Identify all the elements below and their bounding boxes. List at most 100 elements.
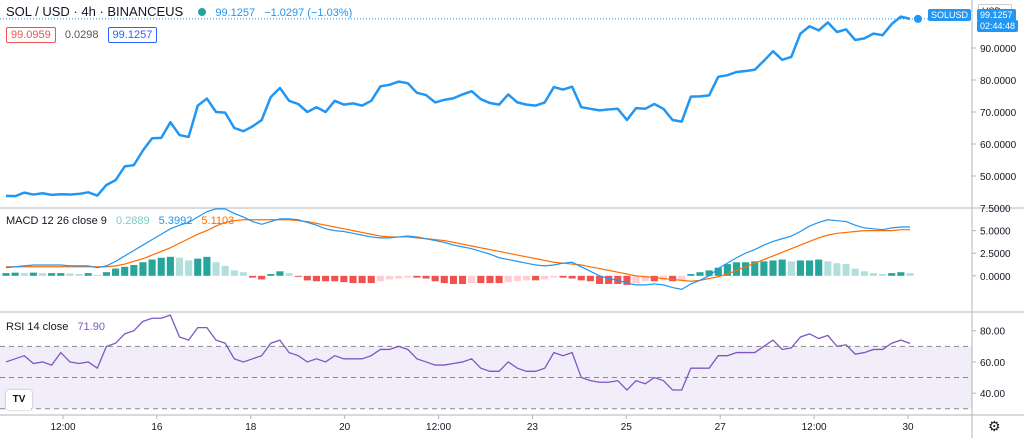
macd-histogram-bar (678, 275, 686, 281)
macd-histogram-bar (385, 275, 394, 280)
macd-histogram-bar (431, 275, 439, 282)
macd-histogram-bar (185, 260, 193, 276)
macd-histogram-bar (641, 275, 649, 282)
macd-histogram-bar (422, 275, 430, 279)
macd-histogram-bar (787, 261, 795, 276)
macd-histogram-bar (376, 275, 384, 282)
macd-histogram-bar (130, 264, 138, 276)
macd-histogram-bar (605, 275, 613, 284)
macd-histogram-bar (623, 275, 631, 285)
macd-value: 5.3992 (158, 215, 193, 227)
symbol-legend: SOL / USD · 4h · BINANCEUS 99.1257 −1.02… (6, 4, 358, 19)
price-change: −1.0297 (−1.03%) (264, 7, 353, 19)
macd-histogram-bar (486, 275, 494, 284)
macd-histogram-bar (294, 275, 302, 277)
rsi-axis-tick-label: 60.00 (980, 358, 1005, 369)
macd-histogram-bar (595, 275, 604, 284)
macd-histogram-bar (714, 267, 722, 276)
macd-histogram-bar (139, 262, 147, 276)
macd-histogram-bar (906, 273, 914, 276)
macd-histogram-bar (459, 275, 467, 284)
last-price-marker (914, 14, 922, 23)
macd-histogram-bar (522, 275, 531, 281)
bar-countdown: 02:44:48 (977, 20, 1019, 32)
macd-histogram-bar (203, 256, 211, 276)
macd-histogram-bar (267, 274, 275, 276)
macd-histogram-bar (723, 264, 731, 276)
macd-histogram-bar (11, 272, 19, 276)
macd-histogram-bar (440, 275, 448, 284)
macd-title: MACD 12 26 close 9 (6, 215, 107, 227)
macd-histogram-bar (778, 259, 786, 276)
macd-histogram-bar (349, 275, 357, 284)
macd-histogram-bar (495, 275, 503, 284)
macd-histogram-bar (93, 274, 101, 276)
macd-histogram-bar (468, 275, 476, 284)
macd-histogram-bar (751, 261, 759, 276)
time-axis-tick-label: 12:00 (802, 422, 827, 433)
macd-histogram-bar (20, 273, 28, 276)
macd-histogram-bar (404, 275, 412, 278)
macd-hist-value: 0.2889 (115, 215, 150, 227)
symbol-title: SOL / USD · 4h · BINANCEUS (6, 4, 184, 19)
symbol-price-tag: SOLUSD (928, 9, 972, 21)
time-axis-tick-label: 23 (527, 422, 539, 433)
macd-histogram-bar (276, 271, 284, 276)
macd-histogram-bar (258, 275, 266, 280)
rsi-line (5, 314, 911, 391)
macd-axis-tick-label: 7.5000 (980, 204, 1011, 215)
signal-value: 5.1103 (201, 215, 235, 227)
macd-histogram-bar (230, 270, 238, 276)
macd-histogram-bar (669, 275, 677, 282)
macd-axis-tick-label: 5.0000 (980, 227, 1011, 238)
rsi-axis-tick-label: 80.00 (980, 327, 1005, 338)
settings-gear-icon[interactable]: ⚙ (988, 418, 1001, 434)
last-price: 99.1257 (215, 7, 256, 19)
macd-histogram-bar (815, 259, 823, 276)
macd-axis-tick-label: 0.0000 (980, 272, 1011, 283)
macd-histogram-bar (687, 274, 695, 276)
macd-histogram-bar (395, 275, 403, 279)
macd-histogram-bar (805, 260, 814, 276)
macd-histogram-bar (212, 262, 220, 276)
macd-histogram-bar (532, 275, 540, 281)
macd-histogram-bar (413, 275, 421, 278)
rsi-legend: RSI 14 close 71.90 (6, 321, 111, 333)
macd-histogram-bar (194, 258, 202, 276)
last-price-tag: 99.1257 (977, 9, 1016, 21)
price-axis-tick-label: 50.0000 (980, 172, 1017, 183)
macd-histogram-bar (121, 266, 129, 276)
time-axis-tick-label: 12:00 (50, 422, 75, 433)
price-axis-tick-label: 90.0000 (980, 44, 1017, 55)
macd-histogram-bar (577, 275, 585, 281)
macd-histogram-bar (897, 272, 905, 276)
macd-histogram-bar (705, 270, 713, 276)
macd-histogram-bar (367, 275, 375, 284)
macd-line (5, 208, 910, 291)
macd-histogram-bar (248, 275, 257, 278)
macd-histogram-bar (477, 275, 485, 284)
macd-histogram-bar (559, 275, 567, 278)
macd-histogram-bar (568, 275, 576, 279)
macd-histogram-bar (869, 273, 878, 276)
macd-histogram-bar (148, 259, 156, 276)
ask-button[interactable]: 99.1257 (107, 27, 158, 43)
macd-histogram-bar (796, 260, 804, 276)
macd-histogram-bar (833, 263, 841, 276)
macd-histogram-bar (541, 275, 549, 280)
time-axis-tick-label: 25 (621, 422, 633, 433)
time-axis-tick-label: 20 (339, 422, 351, 433)
signal-line (6, 219, 910, 282)
macd-histogram-bar (851, 268, 859, 276)
macd-histogram-bar (285, 273, 293, 276)
macd-histogram-bar (66, 273, 74, 276)
bid-button[interactable]: 99.0959 (6, 27, 56, 43)
rsi-title: RSI 14 close (6, 321, 69, 333)
macd-histogram-bar (732, 262, 741, 276)
macd-histogram-bar (312, 275, 321, 282)
price-axis-tick-label: 80.0000 (980, 76, 1017, 87)
macd-histogram-bar (175, 257, 184, 276)
macd-histogram-bar (57, 273, 65, 276)
time-axis-tick-label: 16 (151, 422, 163, 433)
